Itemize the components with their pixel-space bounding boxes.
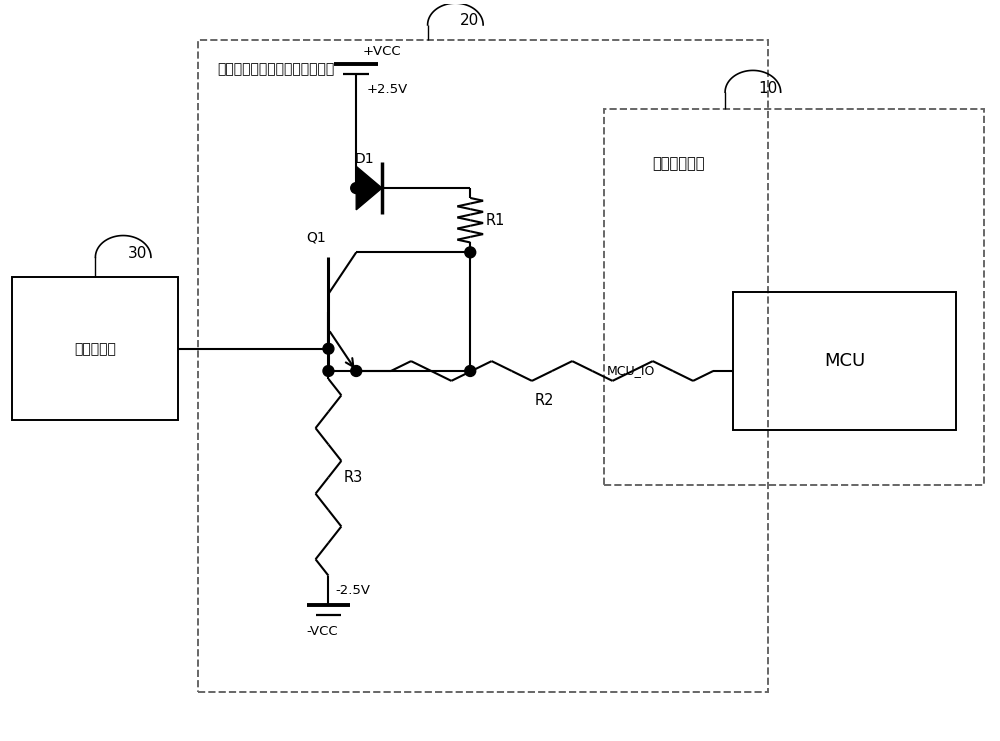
Circle shape xyxy=(465,365,476,376)
Text: Q1: Q1 xyxy=(307,230,326,245)
Text: R1: R1 xyxy=(485,213,505,227)
Text: -2.5V: -2.5V xyxy=(335,584,370,597)
Circle shape xyxy=(351,365,362,376)
Text: 双电源运放: 双电源运放 xyxy=(74,342,116,356)
Text: -VCC: -VCC xyxy=(307,625,338,637)
Text: +VCC: +VCC xyxy=(362,45,401,58)
Polygon shape xyxy=(356,166,382,210)
Circle shape xyxy=(351,182,362,193)
Text: D1: D1 xyxy=(354,153,374,166)
Text: 电压输入模块: 电压输入模块 xyxy=(652,156,705,171)
Text: R3: R3 xyxy=(343,470,363,485)
Text: MCU: MCU xyxy=(824,352,865,370)
Circle shape xyxy=(323,365,334,376)
Text: 20: 20 xyxy=(460,13,480,28)
Text: 10: 10 xyxy=(758,81,777,96)
Circle shape xyxy=(323,343,334,354)
Text: +2.5V: +2.5V xyxy=(366,83,407,96)
Text: 30: 30 xyxy=(128,246,148,261)
Circle shape xyxy=(465,247,476,258)
Text: 双电源运放的逻辑电平转换装置: 双电源运放的逻辑电平转换装置 xyxy=(217,62,335,76)
Text: MCU_IO: MCU_IO xyxy=(607,365,655,377)
Text: R2: R2 xyxy=(535,393,554,408)
